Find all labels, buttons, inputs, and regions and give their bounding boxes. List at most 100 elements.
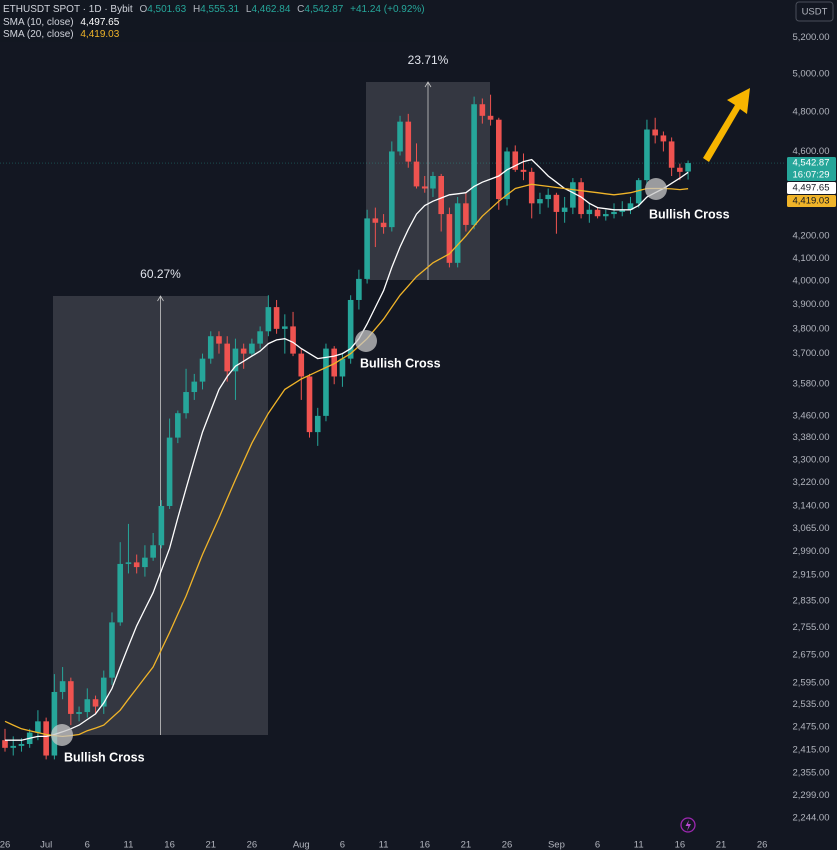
x-tick-label: Jul <box>40 840 52 850</box>
candle-body <box>677 167 683 172</box>
candle-body <box>479 104 486 116</box>
y-tick-label: 3,220.00 <box>793 477 830 488</box>
y-tick-label: 3,700.00 <box>793 348 830 359</box>
candle-body <box>43 721 49 756</box>
y-tick-label: 2,595.00 <box>793 678 830 689</box>
x-tick-label: Sep <box>548 840 565 850</box>
candle-body <box>100 677 107 707</box>
candle-body <box>446 214 453 263</box>
ohlc-key: H <box>193 4 200 15</box>
candle-body <box>537 199 543 204</box>
header-backdrop <box>0 0 420 42</box>
candle-body <box>380 222 387 228</box>
candle-body <box>117 563 124 623</box>
plot-area: 60.27% 23.71% Bullish Cross Bullish Cross Bu… <box>0 53 785 764</box>
candle-body <box>496 119 502 200</box>
candle-body <box>2 740 8 748</box>
candle-body <box>76 712 82 714</box>
ohlc-value: 4,501.63 <box>147 4 186 15</box>
candle-body <box>545 194 551 200</box>
candle-body <box>611 211 617 215</box>
candle-body <box>232 348 239 372</box>
candle-body <box>397 121 403 152</box>
y-tick-label: 4,800.00 <box>793 106 830 117</box>
candle-body <box>660 135 667 142</box>
y-tick-label: 2,915.00 <box>793 570 830 581</box>
candle-body <box>372 218 379 223</box>
y-tick-label: 4,000.00 <box>793 276 830 287</box>
candle-body <box>199 358 206 382</box>
candle-body <box>10 745 17 748</box>
x-tick-label: 26 <box>757 840 768 850</box>
candle-body <box>347 299 354 359</box>
sma-line <box>5 158 689 741</box>
candle-body <box>578 182 584 215</box>
candle-body <box>59 681 66 692</box>
y-tick-label: 4,200.00 <box>793 230 830 241</box>
candle-body <box>553 194 560 212</box>
candle-body <box>331 348 337 377</box>
trend-arrow <box>703 88 750 162</box>
candle-body <box>405 121 412 162</box>
candle-body <box>487 115 494 120</box>
y-tick-label: 2,675.00 <box>793 649 830 660</box>
candle-body <box>652 129 658 136</box>
sma-line <box>4 183 689 738</box>
candle-body <box>133 562 140 568</box>
candle-body <box>35 721 41 733</box>
candle-body <box>92 699 99 707</box>
candle-body <box>389 151 395 228</box>
currency[interactable]: USDT <box>802 7 828 18</box>
candle-body <box>528 171 535 204</box>
measure-label: 60.27% <box>140 267 181 281</box>
annotation: Bullish Cross <box>649 207 730 221</box>
candle-body <box>644 129 650 181</box>
ohlc-key: C <box>297 4 304 15</box>
x-tick-label: 21 <box>716 840 727 850</box>
y-tick-label: 2,244.00 <box>793 812 830 823</box>
legend-entry: SMA (20, close) 4,419.03 <box>3 29 120 40</box>
candle-body <box>323 348 329 416</box>
candle-body <box>265 307 272 332</box>
candle-body <box>109 622 115 678</box>
legend-name: SMA (20, close) <box>3 29 74 40</box>
candle-body <box>454 203 461 263</box>
candle-body <box>561 207 568 212</box>
price-tag <box>787 157 836 182</box>
x-tick-label: 26 <box>502 840 513 850</box>
candle-body <box>685 163 691 172</box>
legend-entry: SMA (10, close) 4,497.65 <box>3 17 120 28</box>
legend-name: SMA (10, close) <box>3 17 74 28</box>
header: ETHUSDT SPOT · 1D · Bybit O4,501.63 H4,5… <box>3 4 425 15</box>
candle-body <box>249 343 255 354</box>
alert-icon[interactable] <box>680 817 696 833</box>
candle-body <box>175 413 181 438</box>
price-tag <box>787 195 836 208</box>
candle-body <box>602 214 609 217</box>
countdown: 16:07:29 <box>793 170 830 181</box>
y-tick-label: 3,580.00 <box>793 379 830 390</box>
candle-body <box>668 141 675 168</box>
ohlc-value: 4,542.87 <box>304 4 343 15</box>
legend-value: 4,497.65 <box>80 17 119 28</box>
x-tick-label: 16 <box>164 840 175 850</box>
cross-marker <box>51 724 73 746</box>
y-tick-label: 4,100.00 <box>793 253 830 264</box>
currency-button[interactable] <box>795 1 834 22</box>
candle-body <box>207 336 214 359</box>
y-tick-label: 2,835.00 <box>793 595 830 606</box>
candle-body <box>586 209 593 215</box>
symbol: ETHUSDT SPOT · 1D · Bybit <box>3 4 133 15</box>
candle-body <box>183 392 189 414</box>
candle-body <box>413 161 420 187</box>
candle-body <box>504 151 510 200</box>
candle-body <box>150 545 156 558</box>
candle-body <box>570 182 576 208</box>
y-tick-label: 5,000.00 <box>793 69 830 80</box>
measure-label: 23.71% <box>408 53 449 67</box>
candle-body <box>619 209 626 212</box>
price-tag-label: 4,542.87 <box>793 158 830 169</box>
candle-body <box>339 358 346 377</box>
candle-body <box>421 186 428 189</box>
